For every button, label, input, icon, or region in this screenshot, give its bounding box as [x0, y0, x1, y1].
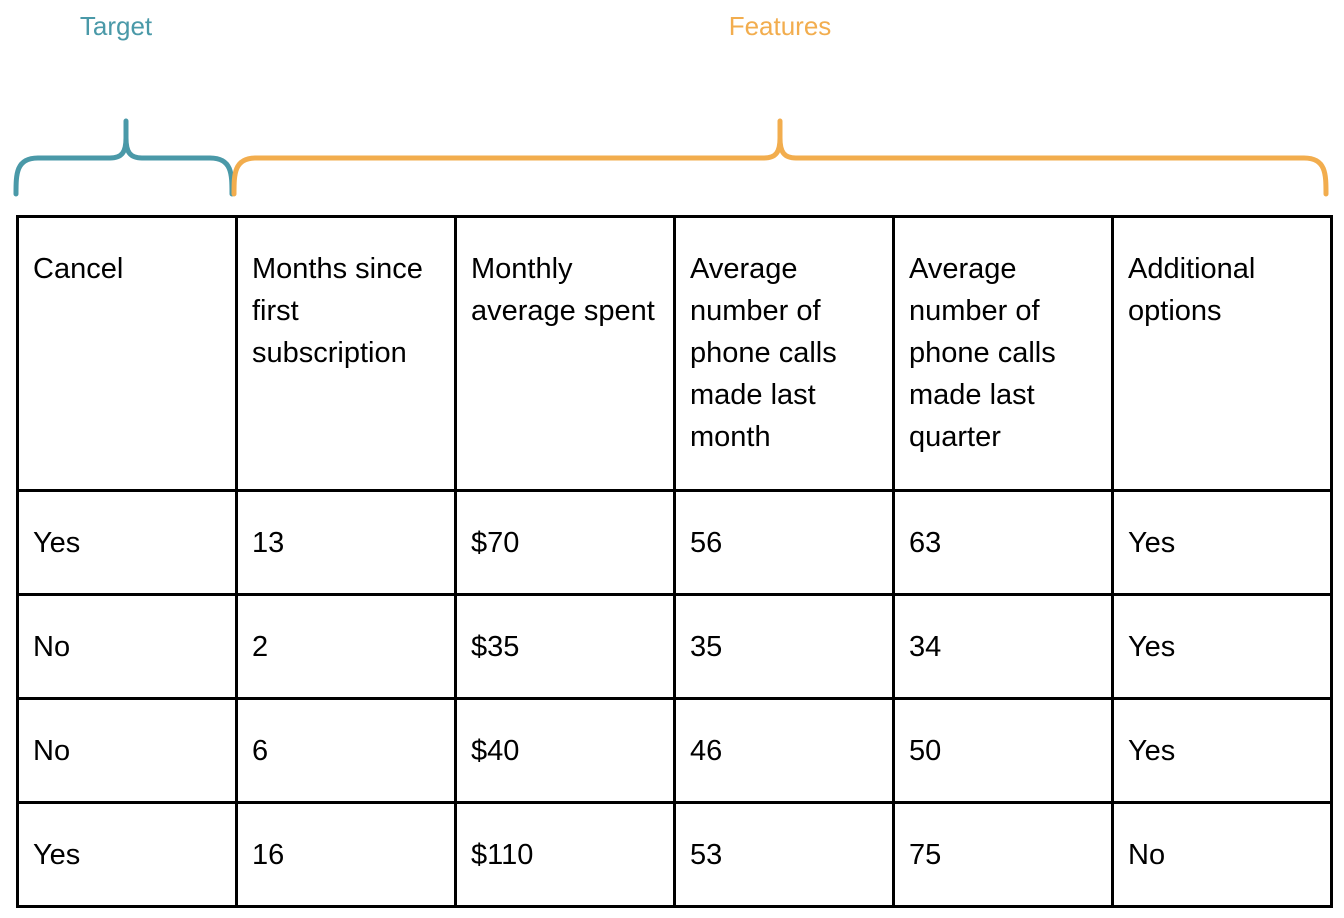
data-table: Cancel Months since first subscription M… — [16, 215, 1333, 908]
table-cell: Yes — [16, 489, 238, 596]
header-row: Cancel Months since first subscription M… — [16, 215, 1333, 492]
header-cell-additional-options: Additional options — [1111, 215, 1333, 492]
header-cell-cancel: Cancel — [16, 215, 238, 492]
table-cell: $35 — [454, 593, 676, 700]
table-cell: $70 — [454, 489, 676, 596]
table-cell: 53 — [673, 801, 895, 908]
table-row: No 2 $35 35 34 Yes — [16, 593, 1333, 700]
table-cell: Yes — [16, 801, 238, 908]
table-cell: Yes — [1111, 697, 1333, 804]
target-brace — [13, 118, 235, 197]
table-cell: Yes — [1111, 489, 1333, 596]
header-cell-months: Months since first subscription — [235, 215, 457, 492]
table-cell: 50 — [892, 697, 1114, 804]
table-cell: 34 — [892, 593, 1114, 700]
table-cell: 46 — [673, 697, 895, 804]
features-brace — [231, 118, 1329, 197]
header-cell-calls-month: Average number of phone calls made last … — [673, 215, 895, 492]
table-cell: 2 — [235, 593, 457, 700]
table-cell: No — [1111, 801, 1333, 908]
table-cell: 75 — [892, 801, 1114, 908]
table-row: Yes 13 $70 56 63 Yes — [16, 489, 1333, 596]
table-row: No 6 $40 46 50 Yes — [16, 697, 1333, 804]
header-cell-monthly-spent: Monthly average spent — [454, 215, 676, 492]
table-cell: 16 — [235, 801, 457, 908]
table-cell: $110 — [454, 801, 676, 908]
table-cell: Yes — [1111, 593, 1333, 700]
header-cell-calls-quarter: Average number of phone calls made last … — [892, 215, 1114, 492]
table-cell: 6 — [235, 697, 457, 804]
table-cell: 35 — [673, 593, 895, 700]
features-group-label: Features — [728, 11, 832, 41]
target-group-label: Target — [79, 11, 153, 41]
group-braces — [13, 118, 1329, 197]
table-cell: 63 — [892, 489, 1114, 596]
table-cell: 56 — [673, 489, 895, 596]
table-cell: $40 — [454, 697, 676, 804]
table-cell: 13 — [235, 489, 457, 596]
table-row: Yes 16 $110 53 75 No — [16, 801, 1333, 908]
table-cell: No — [16, 593, 238, 700]
table-cell: No — [16, 697, 238, 804]
